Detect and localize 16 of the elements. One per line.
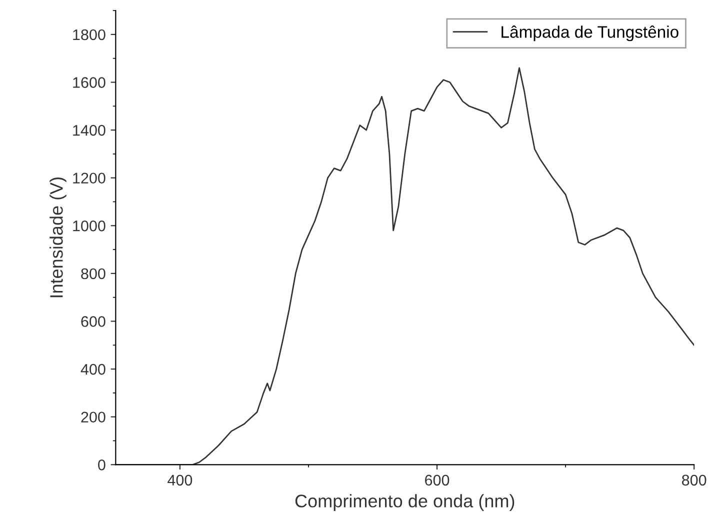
y-tick-label: 800: [81, 268, 106, 280]
y-tick-label: 1000: [73, 220, 106, 232]
y-tick-label: 600: [81, 316, 106, 327]
y-tick-label: 1200: [73, 172, 106, 184]
x-tick-label: 600: [425, 474, 450, 486]
y-tick-label: 200: [81, 412, 106, 423]
y-tick-label: 1800: [73, 29, 106, 40]
y-tick-label: 0: [98, 460, 106, 470]
x-tick-label: 400: [168, 474, 192, 486]
y-tick-label: 1400: [73, 124, 106, 136]
y-tick-label: 400: [80, 364, 106, 375]
y-axis-title: Intensidade (V): [50, 177, 66, 298]
x-tick-label: 800: [682, 474, 706, 486]
legend-label: Lâmpada de Tungstênio: [502, 26, 678, 42]
y-tick-label: 1600: [73, 77, 106, 88]
x-axis-title: Comprimento de onda (nm): [295, 494, 514, 511]
